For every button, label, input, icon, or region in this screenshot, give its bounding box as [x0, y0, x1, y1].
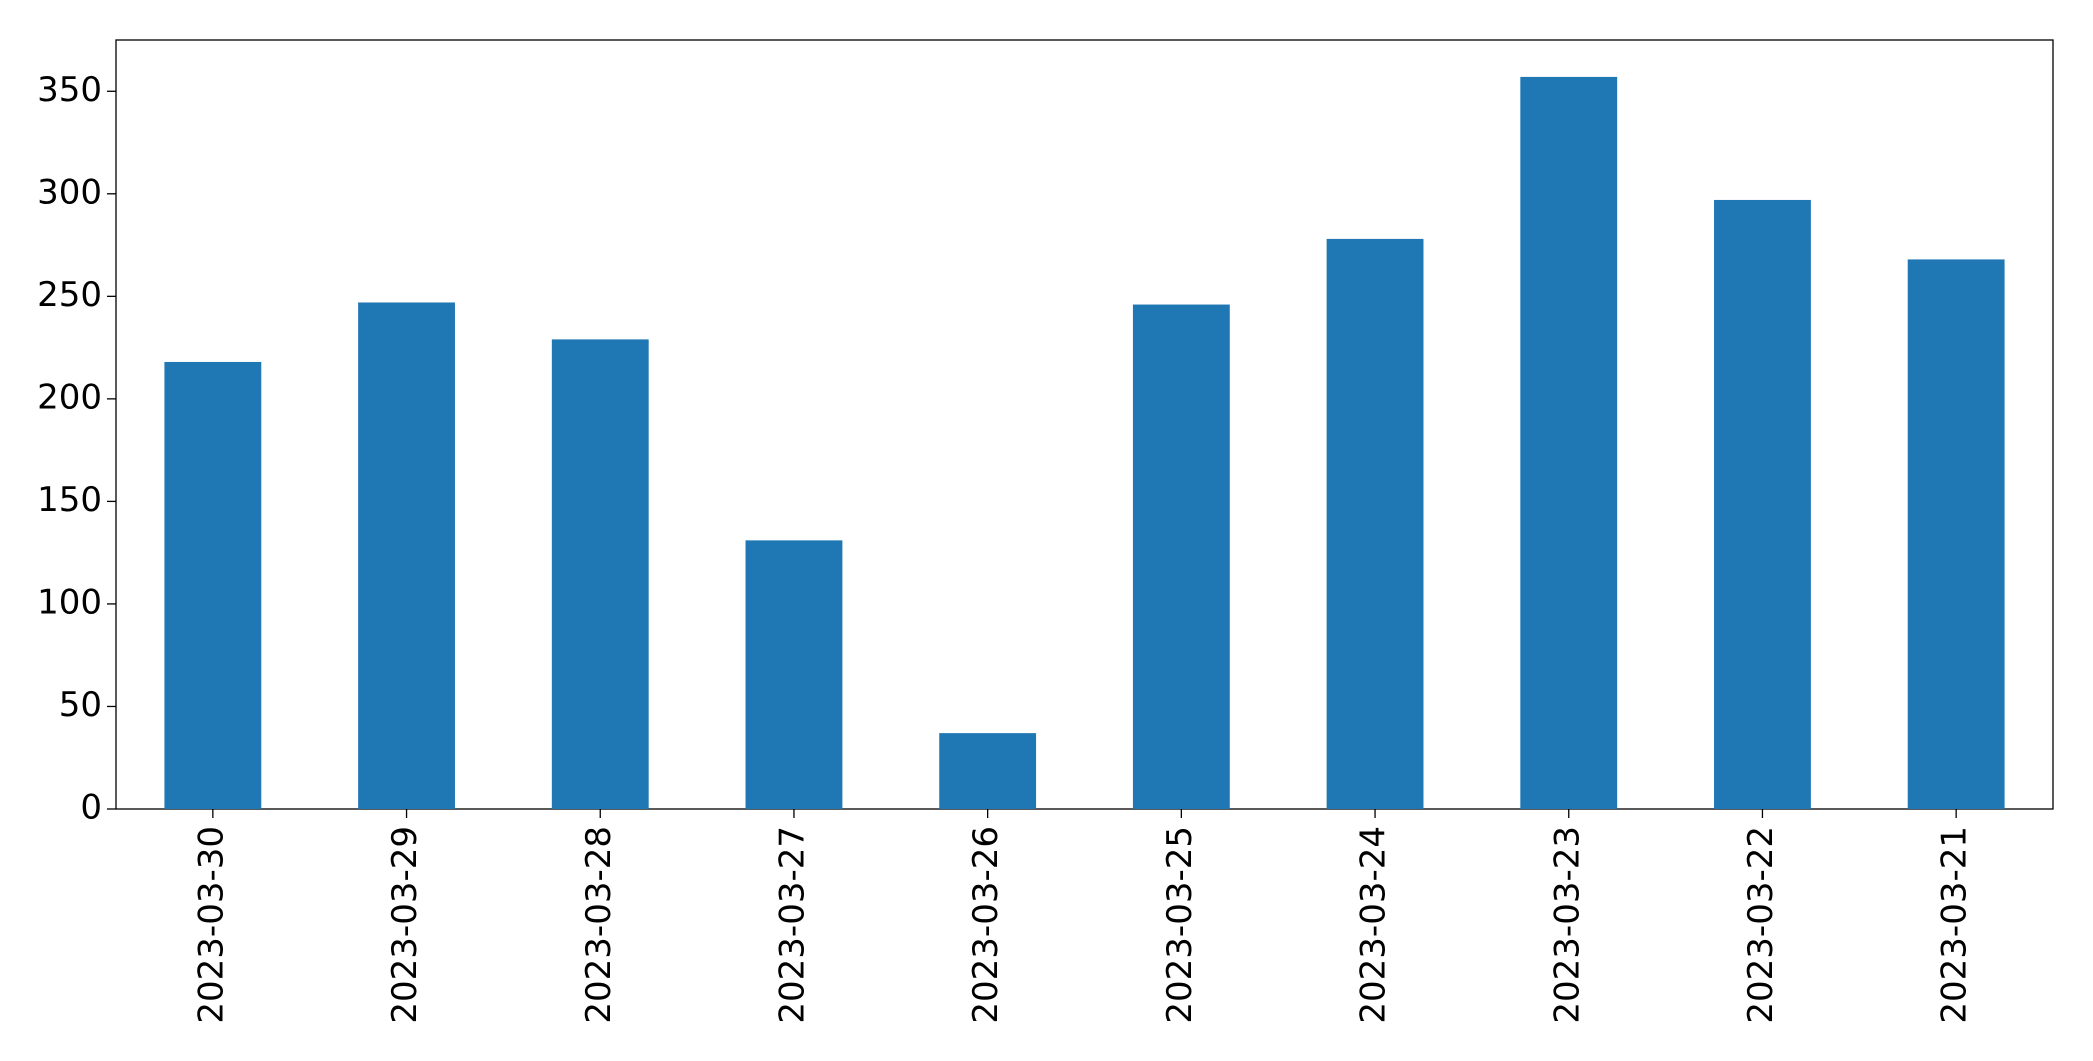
x-tick-label: 2023-03-26: [966, 826, 1006, 1024]
bar: [1907, 259, 2005, 809]
bar: [1714, 199, 1811, 809]
x-tick-label: 2023-03-30: [191, 826, 231, 1024]
bar: [1326, 238, 1424, 809]
x-tick-label: 2023-03-29: [385, 826, 425, 1024]
x-tick-label: 2023-03-23: [1547, 826, 1587, 1024]
x-tick-label: 2023-03-25: [1160, 826, 1200, 1024]
bar: [164, 361, 262, 809]
bar: [939, 733, 1037, 809]
y-tick-label: 50: [59, 685, 102, 725]
bar: [358, 302, 455, 809]
y-tick-label: 100: [37, 582, 102, 622]
y-tick-label: 200: [37, 377, 102, 417]
bar: [1132, 304, 1230, 809]
x-tick-label: 2023-03-28: [579, 826, 619, 1024]
x-tick-label: 2023-03-22: [1741, 826, 1781, 1024]
y-tick-label: 250: [37, 275, 102, 315]
y-tick-label: 300: [37, 172, 102, 212]
x-tick-label: 2023-03-24: [1354, 826, 1394, 1024]
y-tick-label: 150: [37, 480, 102, 520]
x-tick-label: 2023-03-21: [1935, 826, 1975, 1024]
bar: [745, 540, 843, 809]
x-tick-label: 2023-03-27: [772, 826, 812, 1024]
bar: [1520, 76, 1618, 810]
y-tick-label: 0: [80, 788, 102, 828]
y-tick-label: 350: [37, 70, 102, 110]
axes-frame: [115, 39, 2054, 810]
bar: [551, 339, 649, 809]
